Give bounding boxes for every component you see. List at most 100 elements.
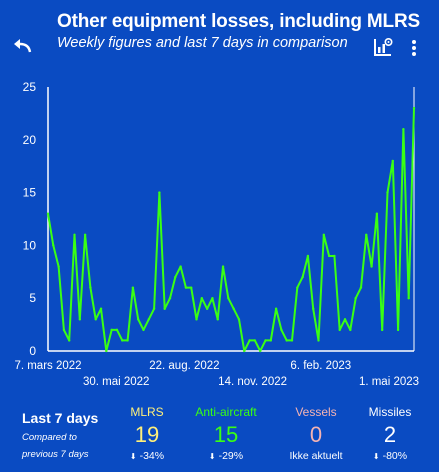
chart-settings-button[interactable] (372, 36, 394, 58)
y-tick-label: 10 (23, 238, 37, 252)
data-point (216, 318, 219, 321)
stat-vessels: Vessels 0 Ikke aktuelt (271, 405, 361, 462)
data-point (349, 328, 352, 332)
x-tick-label: 30. mai 2022 (83, 376, 150, 388)
header: Other equipment losses, including MLRS W… (0, 0, 439, 70)
down-arrow-icon: ⬇ (372, 452, 380, 461)
data-point (195, 318, 198, 321)
stat-change-row: ⬇ -80% (345, 450, 435, 462)
data-point (375, 212, 379, 215)
x-tick-label: 22. aug. 2022 (149, 360, 219, 372)
y-tick-label: 25 (23, 80, 37, 94)
data-point (121, 339, 124, 342)
data-point (280, 328, 283, 332)
data-point (365, 233, 368, 237)
data-point (290, 339, 294, 342)
data-point (227, 297, 230, 300)
data-point (243, 349, 246, 353)
data-point (131, 286, 135, 289)
data-point (163, 307, 166, 310)
data-point (105, 349, 108, 353)
data-point (274, 307, 278, 310)
data-point (152, 307, 156, 310)
data-point (396, 328, 400, 332)
down-arrow-icon: ⬇ (208, 452, 216, 461)
stat-mlrs: MLRS 19 ⬇ -34% (102, 405, 192, 462)
x-tick-label: 7. mars 2022 (14, 360, 81, 372)
down-arrow-icon: ⬇ (129, 452, 137, 461)
data-point (333, 254, 336, 258)
undo-button[interactable] (10, 36, 36, 58)
summary-subtitle: Compared to previous 7 days (22, 432, 89, 460)
stat-name: Vessels (295, 405, 337, 419)
data-point (296, 286, 299, 289)
data-point (264, 339, 267, 342)
data-point (354, 297, 357, 300)
data-point (359, 286, 363, 289)
data-point (205, 307, 209, 310)
summary-title: Last 7 days (22, 410, 99, 426)
data-point (73, 233, 76, 237)
data-point (248, 339, 251, 342)
data-point (211, 297, 214, 300)
stat-value: 15 (213, 422, 239, 447)
series-group (46, 106, 416, 353)
undo-icon (14, 39, 32, 53)
stat-name: Anti-aircraft (195, 405, 257, 419)
data-point (253, 339, 257, 342)
stat-name: Missiles (368, 405, 412, 419)
data-point (46, 212, 50, 215)
data-point (83, 233, 87, 237)
data-point (407, 297, 410, 300)
y-tick-label: 15 (23, 186, 37, 200)
y-tick-label: 0 (29, 344, 36, 358)
data-point (147, 318, 150, 321)
data-point (327, 254, 331, 258)
stat-change-row: ⬇ -29% (181, 450, 271, 462)
data-point (94, 318, 97, 321)
page-title: Other equipment losses, including MLRS (57, 11, 420, 32)
data-point (142, 328, 145, 332)
data-point (221, 265, 225, 268)
data-point (136, 318, 140, 321)
data-point (232, 307, 235, 310)
data-point (370, 265, 373, 268)
data-point (57, 265, 60, 268)
data-point (322, 233, 326, 237)
footer-summary: Last 7 days Compared to previous 7 days … (0, 400, 439, 472)
data-point (62, 328, 66, 332)
data-point (343, 318, 347, 321)
y-axis: 0 5 10 15 20 25 (23, 80, 49, 358)
data-point (190, 286, 193, 289)
stat-change-row: ⬇ -34% (102, 450, 192, 462)
data-point (380, 328, 384, 332)
more-options-button[interactable] (407, 38, 421, 58)
data-point (338, 328, 341, 332)
data-point (301, 275, 304, 279)
data-point (317, 339, 320, 342)
x-tick-label: 1. mai 2023 (359, 376, 419, 388)
data-point (285, 339, 288, 342)
data-point (269, 339, 272, 342)
data-point (68, 339, 71, 342)
data-point (99, 307, 103, 310)
y-tick-label: 5 (29, 291, 36, 305)
data-point (200, 297, 204, 300)
data-point (237, 318, 241, 321)
data-point (174, 275, 177, 279)
stat-value: 0 (309, 422, 323, 447)
data-point (78, 318, 82, 321)
stat-change: Ikke aktuelt (289, 450, 343, 462)
data-point (115, 328, 119, 332)
x-tick-label: 14. nov. 2022 (218, 376, 287, 388)
data-point (312, 307, 315, 310)
stat-missiles: Missiles 2 ⬇ -80% (345, 405, 435, 462)
data-point (89, 286, 92, 289)
data-point (110, 328, 113, 332)
data-point (52, 244, 55, 247)
data-point (412, 106, 416, 110)
data-point (158, 191, 161, 194)
data-point (306, 254, 310, 258)
stat-name: MLRS (130, 405, 164, 419)
